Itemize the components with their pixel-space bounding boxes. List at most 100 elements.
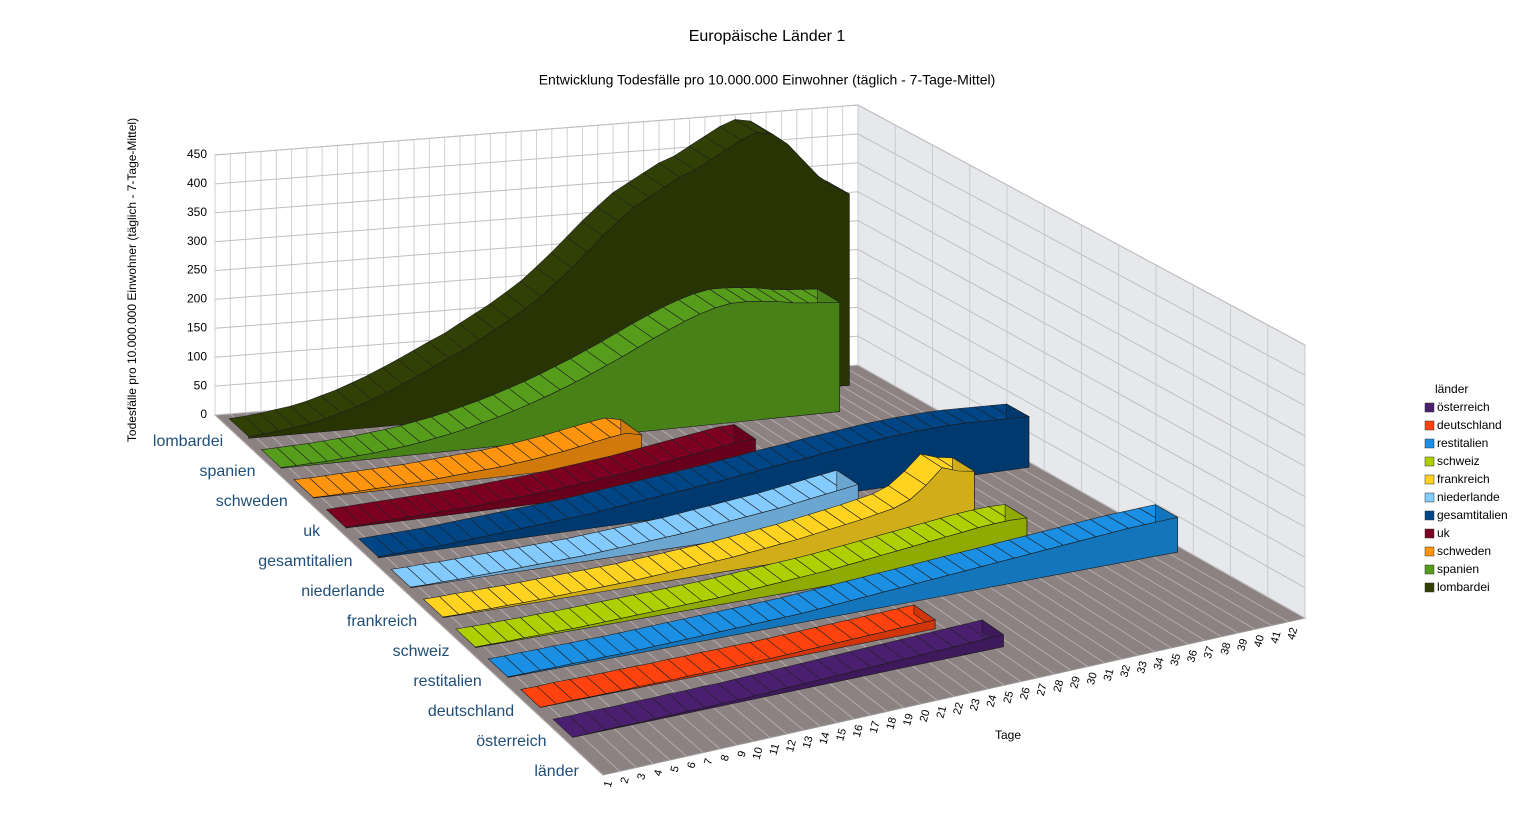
legend-label: frankreich	[1437, 472, 1490, 486]
y-tick-label: 400	[187, 176, 207, 190]
floor-line	[306, 407, 704, 753]
z-tick-label: gesamtitalien	[258, 553, 352, 570]
x-tick-label: 32	[1118, 664, 1133, 679]
legend-swatch	[1424, 438, 1435, 449]
legend-label: restitalien	[1437, 436, 1488, 450]
ribbon-front	[474, 517, 1028, 648]
x-tick-label: 4	[652, 768, 665, 777]
x-tick-label: 30	[1085, 671, 1100, 686]
grid-line	[214, 191, 1306, 437]
x-axis-title: Tage	[995, 728, 1021, 742]
y-tick-label: 250	[187, 263, 207, 277]
floor-line	[781, 370, 1222, 638]
ribbon-front	[410, 484, 859, 589]
y-tick-label: 350	[187, 205, 207, 219]
floor-line	[827, 366, 1272, 626]
ribbon-front	[540, 619, 936, 708]
ribbon	[260, 287, 841, 469]
floor-line	[337, 405, 738, 746]
x-tick-label: 3	[635, 772, 648, 781]
x-tick-label: 11	[768, 742, 783, 756]
x-tick-label: 36	[1185, 649, 1200, 664]
floor-line	[321, 406, 721, 750]
x-tick-label: 1	[602, 780, 615, 789]
x-tick-label: 34	[1152, 656, 1167, 671]
ribbon-front	[507, 516, 1178, 678]
legend-swatch	[1424, 474, 1435, 485]
x-tick-label: 14	[818, 731, 833, 746]
ribbon	[455, 503, 1028, 648]
x-tick-label: 31	[1102, 667, 1117, 682]
x-tick-label: 19	[901, 712, 916, 727]
x-tick-label: 29	[1068, 675, 1083, 690]
grid-line	[214, 306, 1306, 558]
floor-line	[229, 413, 621, 772]
legend-label: deutschland	[1437, 418, 1502, 432]
x-tick-label: 15	[834, 727, 849, 742]
y-tick-label: 50	[194, 378, 208, 392]
floor-line	[214, 414, 604, 776]
x-tick-label: 8	[719, 753, 732, 762]
x-tick-label: 37	[1202, 645, 1217, 660]
legend-swatch	[1424, 492, 1435, 503]
x-tick-label: 21	[935, 705, 950, 720]
x-tick-label: 6	[685, 761, 698, 770]
floor-line	[765, 371, 1205, 641]
z-axis-title: länder	[534, 763, 579, 780]
y-tick-label: 0	[200, 407, 207, 421]
floor-line	[275, 409, 671, 761]
ribbon-front	[377, 416, 1030, 559]
legend-swatch	[1424, 420, 1435, 431]
y-tick-label: 150	[187, 321, 207, 335]
y-tick-label: 300	[187, 234, 207, 248]
floor-line	[260, 411, 654, 765]
grid-line	[214, 248, 1306, 498]
floor-line	[245, 412, 637, 768]
grid-line	[214, 220, 1306, 467]
z-tick-label: deutschland	[428, 703, 514, 720]
z-tick-label: schweden	[216, 493, 288, 510]
z-tick-label: österreich	[476, 733, 546, 750]
legend-swatch	[1424, 546, 1435, 557]
grid-line	[214, 277, 1306, 528]
ribbon	[487, 504, 1179, 678]
ribbon-front	[280, 300, 841, 469]
z-tick-label: niederlande	[301, 583, 385, 600]
labels: 0 50 100 150 200 250 300 350 400 450 lombardei span…	[153, 147, 1300, 788]
grid-line	[214, 162, 1306, 407]
x-tick-label: 18	[884, 716, 899, 731]
z-tick-label: restitalien	[413, 673, 481, 690]
floor-line	[842, 365, 1289, 623]
legend-label: spanien	[1437, 562, 1479, 576]
ribbon	[358, 403, 1030, 559]
z-tick-label: spanien	[199, 463, 255, 480]
x-tick-label: 22	[951, 701, 966, 716]
y-axis-title: Todesfälle pro 10.000.000 Einwohner (täg…	[125, 118, 139, 442]
x-tick-label: 10	[751, 746, 766, 761]
legend-swatch	[1424, 528, 1435, 539]
floor-line	[796, 369, 1239, 634]
ribbon-front	[572, 634, 1004, 738]
legend-swatch	[1424, 564, 1435, 575]
x-tick-label: 42	[1286, 626, 1301, 641]
x-tick-label: 38	[1219, 641, 1234, 656]
floor-line	[291, 408, 687, 757]
floor-line	[811, 368, 1256, 630]
legend-swatch	[1424, 456, 1435, 467]
y-tick-label: 100	[187, 349, 207, 363]
ribbon	[520, 604, 936, 708]
legend-title: länder	[1435, 382, 1468, 396]
z-tick-label: lombardei	[153, 433, 223, 450]
legend-label: niederlande	[1437, 490, 1500, 504]
x-tick-label: 28	[1052, 679, 1067, 694]
x-tick-label: 17	[868, 720, 883, 735]
legend-swatch	[1424, 582, 1435, 593]
grid-line	[214, 104, 1306, 346]
z-tick-label: uk	[303, 523, 321, 540]
x-tick-label: 40	[1252, 634, 1267, 649]
x-tick-label: 16	[851, 724, 866, 739]
floor-line	[352, 403, 754, 742]
legend-label: schweden	[1437, 544, 1491, 558]
legend-label: österreich	[1437, 400, 1490, 414]
